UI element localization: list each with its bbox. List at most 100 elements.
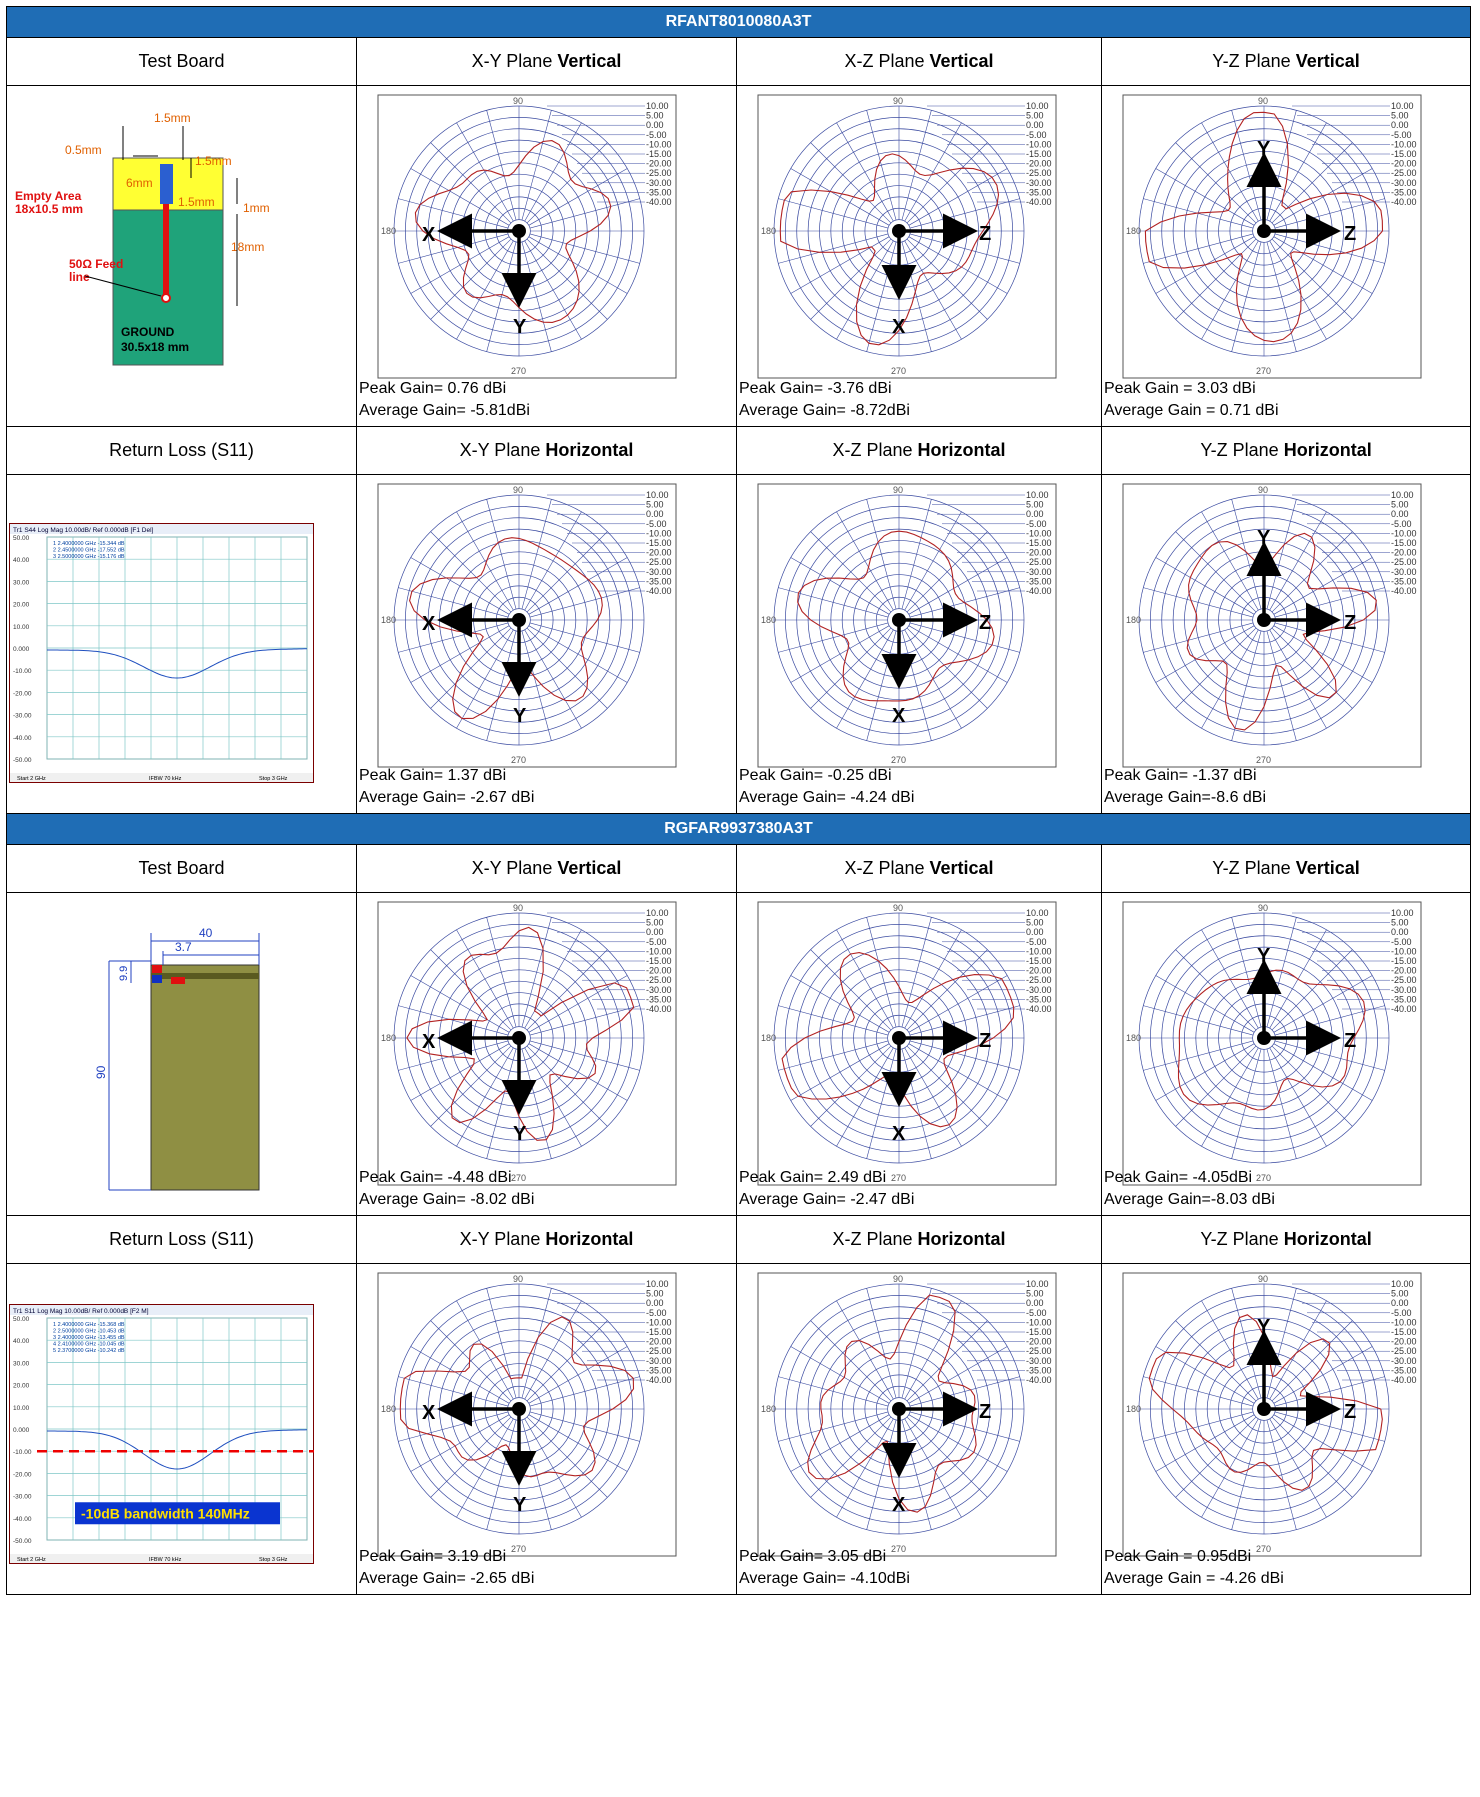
- ring-label: -5.00: [646, 519, 667, 529]
- ring-label: -30.00: [1026, 985, 1052, 995]
- ring-label: -35.00: [1391, 1365, 1417, 1375]
- y-tick-label: -40.00: [13, 1516, 32, 1523]
- column-header-label: X-Z Plane: [832, 440, 918, 460]
- axis-arrows: ZY: [1246, 945, 1356, 1056]
- polar-spoke: [836, 1047, 894, 1147]
- ring-label: -10.00: [1026, 1317, 1052, 1327]
- plot-frame: [1122, 1272, 1422, 1557]
- polar-spoke: [1143, 587, 1254, 618]
- polar-grid: [773, 1283, 1025, 1535]
- marker-readout: 1 2.4000000 GHz -15.368 dB: [53, 1322, 125, 1328]
- polar-spoke: [904, 122, 962, 222]
- plot-frame: [377, 94, 677, 379]
- peak-gain: Peak Gain= -3.76 dBi: [739, 380, 892, 397]
- pattern-cell: 10.00 5.00 0.00 -5.00 -10.00 -15.00 -20.00 -25.…: [356, 892, 737, 1216]
- polar-spoke: [1175, 949, 1257, 1031]
- polar-spoke: [790, 975, 890, 1033]
- average-gain: Average Gain= -4.10dBi: [739, 1570, 910, 1587]
- ring-label: -20.00: [1026, 548, 1052, 558]
- polar-spoke: [529, 1411, 640, 1442]
- column-header-mode: Vertical: [557, 51, 622, 71]
- polar-spoke: [778, 233, 889, 264]
- polar-spoke: [866, 241, 897, 352]
- ring-label: -35.00: [1026, 576, 1052, 586]
- ring-label: -10.00: [1391, 946, 1417, 956]
- column-header-label: X-Z Plane: [832, 1229, 918, 1249]
- polar-spoke: [1269, 1047, 1327, 1147]
- small-dim-label: 9.9: [118, 966, 130, 981]
- x-axis-label: X: [422, 1031, 436, 1053]
- column-header-mode: Vertical: [929, 858, 994, 878]
- polar-spoke: [901, 1419, 932, 1530]
- ring-label: -10.00: [646, 528, 672, 538]
- start-freq: Start 2 GHz: [17, 1557, 46, 1563]
- ring-label: -30.00: [646, 985, 672, 995]
- marker-readout: 2 2.5000000 GHz -10.453 dB: [53, 1329, 125, 1335]
- angle-label-180: 180: [381, 1033, 396, 1043]
- gain-readout: Peak Gain= -0.25 dBi Average Gain= -4.24 …: [739, 765, 914, 809]
- polar-spoke: [398, 622, 509, 653]
- ring-label: 0.00: [646, 927, 664, 937]
- dimension-label: 0.5mm: [65, 143, 102, 157]
- board-body: [150, 964, 260, 1191]
- polar-spoke: [398, 198, 509, 229]
- polar-spoke: [456, 240, 514, 340]
- polar-spoke: [1274, 1005, 1385, 1036]
- y-axis-label: Y: [1257, 945, 1271, 967]
- polar-spoke: [1201, 629, 1259, 729]
- pattern-figure: 10.00 5.00 0.00 -5.00 -10.00 -15.00 -20.00 -25.…: [1122, 94, 1422, 384]
- average-gain: Average Gain= -8.02 dBi: [359, 1191, 535, 1208]
- polar-spoke: [901, 110, 932, 221]
- polar-spoke: [1266, 917, 1297, 1028]
- polar-spoke: [528, 1346, 628, 1404]
- polar-spoke: [1271, 1045, 1353, 1127]
- polar-spoke: [1201, 1418, 1259, 1518]
- polar-spoke: [836, 1418, 894, 1518]
- y-tick-label: -10.00: [13, 668, 32, 675]
- angle-label-270: 270: [511, 366, 526, 376]
- polar-spoke: [529, 622, 640, 653]
- polar-spoke: [1155, 1414, 1255, 1472]
- axis-arrows: ZY: [1246, 527, 1356, 638]
- marker-readout: 3 2.5000000 GHz -15.176 dB: [53, 554, 125, 560]
- ring-label: -30.00: [1391, 567, 1417, 577]
- polar-spoke: [1175, 238, 1257, 320]
- ring-label: 10.00: [1391, 908, 1414, 918]
- polar-spoke: [1231, 241, 1262, 352]
- polar-spoke: [904, 240, 962, 340]
- pattern-cell: 10.00 5.00 0.00 -5.00 -10.00 -15.00 -20.00 -25.…: [1100, 1263, 1472, 1595]
- polar-spoke: [529, 1376, 640, 1407]
- polar-spoke: [456, 1418, 514, 1518]
- ring-label: 5.00: [1026, 1289, 1044, 1299]
- polar-spoke: [908, 975, 1008, 1033]
- polar-spoke: [486, 1419, 517, 1530]
- pattern-cell: 10.00 5.00 0.00 -5.00 -10.00 -15.00 -20.00 -25.…: [736, 474, 1102, 814]
- polar-spoke: [1269, 629, 1327, 729]
- ring-label: -10.00: [1391, 139, 1417, 149]
- stop-freq: Stop 3 GHz: [259, 1557, 288, 1563]
- plot-titlebar: [10, 524, 313, 534]
- x-axis-label: X: [892, 316, 906, 338]
- plot-frame: [377, 901, 677, 1186]
- ring-label: 5.00: [646, 1289, 664, 1299]
- column-header-mode: Vertical: [929, 51, 994, 71]
- polar-spoke: [906, 238, 988, 320]
- polar-spoke: [790, 625, 890, 683]
- polar-spoke: [909, 1040, 1020, 1071]
- angle-label-90: 90: [1258, 903, 1268, 913]
- marker-readout: 4 2.4100000 GHz -10.045 dB: [53, 1342, 125, 1348]
- plot-header: Tr1 S11 Log Mag 10.00dB/ Ref 0.000dB [F2…: [13, 1308, 149, 1315]
- polar-spoke: [529, 1040, 640, 1071]
- angle-label-180: 180: [1126, 1033, 1141, 1043]
- figure-holder: Tr1 S11 Log Mag 10.00dB/ Ref 0.000dB [F2…: [8, 1303, 315, 1569]
- polar-spoke: [901, 1048, 932, 1159]
- polar-spoke: [529, 198, 640, 229]
- x-axis-label: X: [422, 224, 436, 246]
- average-gain: Average Gain= -2.47 dBi: [739, 1191, 915, 1208]
- column-header-label: X-Z Plane: [844, 51, 930, 71]
- pattern-figure: 10.00 5.00 0.00 -5.00 -10.00 -15.00 -20.00 -25.…: [1122, 1272, 1422, 1562]
- average-gain: Average Gain=-8.6 dBi: [1104, 789, 1267, 806]
- ring-label: -20.00: [1391, 159, 1417, 169]
- pattern-cell: 10.00 5.00 0.00 -5.00 -10.00 -15.00 -20.00 -25.…: [736, 892, 1102, 1216]
- ring-label: -40.00: [1391, 197, 1417, 207]
